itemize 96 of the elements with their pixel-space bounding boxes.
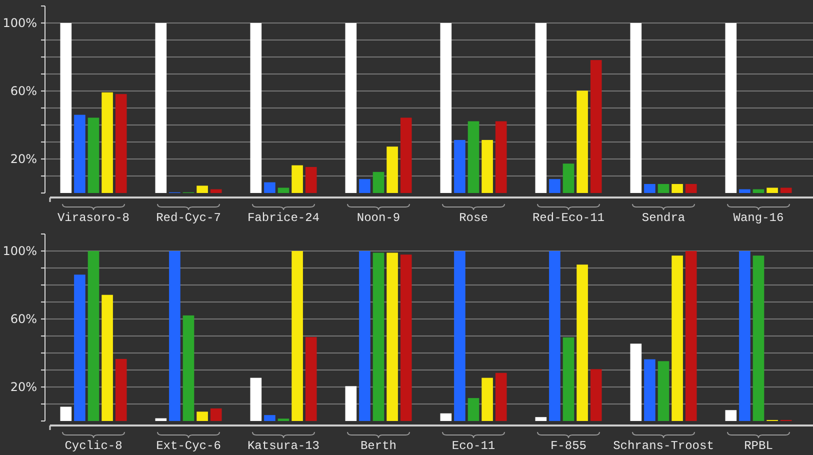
bar [725, 410, 737, 421]
bar [725, 23, 737, 193]
bar [250, 23, 262, 193]
bar [115, 94, 127, 193]
bar [482, 140, 493, 193]
bar [549, 179, 560, 193]
bar [169, 251, 180, 421]
x-tick-label: Wang-16 [733, 211, 784, 225]
bar [372, 172, 384, 193]
x-tick-label: Eco-11 [452, 439, 496, 453]
bar [305, 337, 317, 421]
bar [292, 251, 303, 421]
bar [590, 60, 602, 193]
bar [685, 184, 697, 193]
bar [672, 184, 683, 193]
x-tick-label: Schrans-Troost [613, 439, 714, 453]
bar [210, 408, 222, 421]
x-tick-label: Noon-9 [356, 211, 400, 225]
bar [264, 415, 276, 421]
bar [562, 164, 574, 193]
bar [359, 179, 370, 193]
bar [630, 23, 642, 193]
x-tick-label: Red-Eco-11 [532, 211, 605, 225]
y-tick-label: 20% [10, 152, 37, 166]
bar [535, 417, 547, 421]
bar [468, 121, 480, 193]
bar [482, 378, 493, 421]
bar [495, 121, 507, 193]
bar [292, 165, 303, 193]
bar [535, 23, 547, 193]
bar [264, 182, 276, 193]
bar [549, 251, 560, 421]
bar [60, 23, 72, 193]
bar [88, 251, 100, 421]
y-tick-label: 60% [10, 84, 37, 98]
x-tick-label: Rose [459, 211, 488, 225]
x-tick-label: Berth [360, 439, 397, 453]
bar [739, 189, 750, 193]
bar [440, 23, 452, 193]
bar [644, 184, 656, 193]
bar [658, 361, 670, 421]
bar [102, 294, 113, 421]
bar [60, 406, 72, 421]
bar [386, 252, 398, 421]
bar [115, 358, 127, 421]
x-tick-label: Virasoro-8 [57, 211, 130, 225]
bar [780, 188, 792, 193]
bar [576, 90, 588, 193]
x-tick-label: Ext-Cyc-6 [156, 439, 221, 453]
x-tick-label: Fabrice-24 [247, 211, 320, 225]
bar [739, 251, 750, 421]
bar [345, 386, 357, 421]
bar [562, 337, 574, 421]
bar [576, 264, 588, 421]
bar [685, 251, 697, 421]
x-tick-label: F-855 [550, 439, 587, 453]
x-tick-label: Red-Cyc-7 [156, 211, 221, 225]
bar [74, 114, 86, 193]
x-tick-label: RPBL [744, 439, 773, 453]
bar [196, 186, 208, 193]
bar [454, 140, 466, 193]
bar [766, 188, 778, 193]
bar [210, 189, 222, 193]
bar [644, 359, 656, 421]
x-tick-label: Sendra [642, 211, 686, 225]
x-tick-label: Cyclic-8 [64, 439, 122, 453]
bar [155, 23, 167, 193]
bar [102, 92, 113, 193]
bar [590, 369, 602, 421]
bar [372, 252, 384, 421]
bar [386, 146, 398, 193]
x-tick-label: Katsura-13 [247, 439, 320, 453]
bar [400, 254, 412, 421]
bar [305, 166, 317, 193]
bar [400, 118, 412, 193]
bar [278, 188, 290, 193]
bar [454, 251, 466, 421]
bar [250, 378, 262, 421]
y-tick-label: 100% [2, 244, 37, 258]
y-tick-label: 60% [10, 312, 37, 326]
bar [196, 412, 208, 421]
y-tick-label: 20% [10, 380, 37, 394]
bar [630, 344, 642, 421]
bar [658, 184, 670, 193]
bar [752, 189, 764, 193]
bar [468, 398, 480, 421]
bar [752, 256, 764, 421]
bar [74, 274, 86, 421]
bar [495, 372, 507, 421]
bar [359, 251, 370, 421]
y-tick-label: 100% [2, 16, 37, 30]
bar [440, 413, 452, 421]
bar [345, 23, 357, 193]
bar [182, 315, 194, 421]
bar [88, 118, 100, 193]
bar [672, 256, 683, 421]
